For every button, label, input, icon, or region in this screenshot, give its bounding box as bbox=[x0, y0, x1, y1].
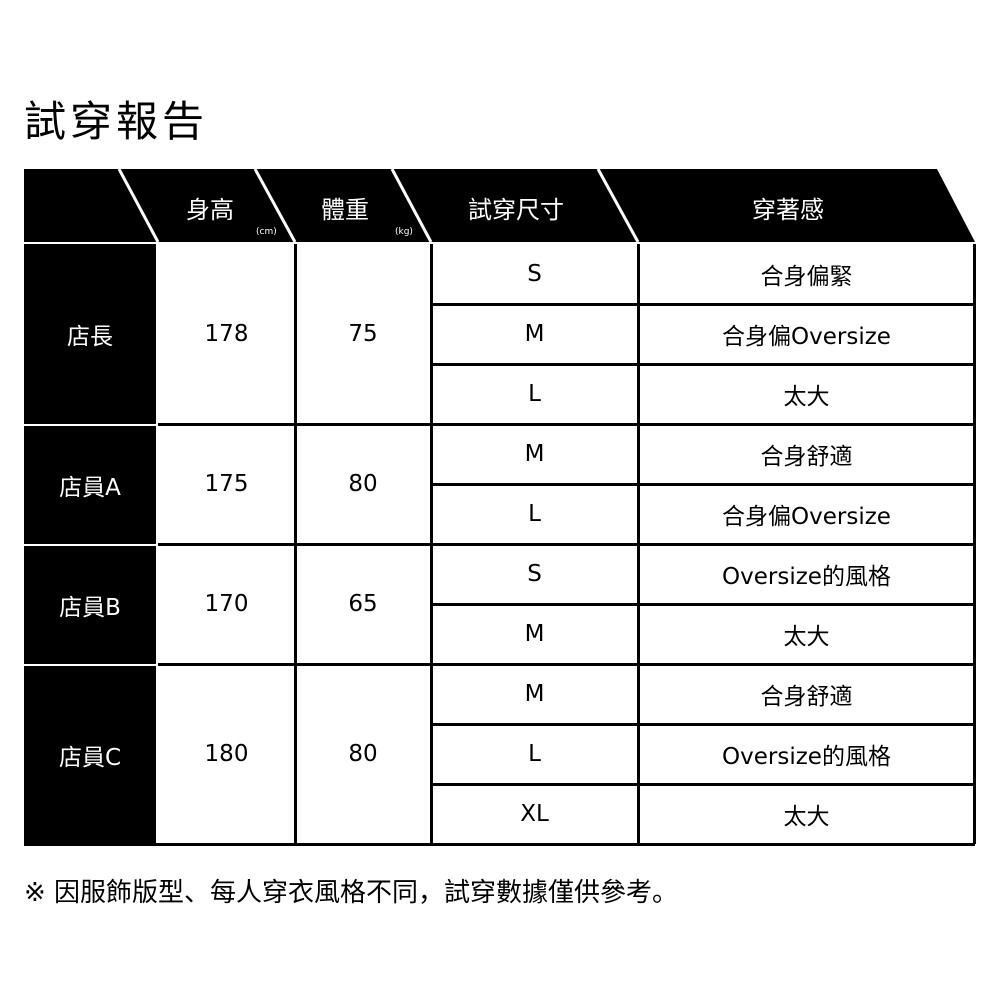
header-divider bbox=[253, 168, 297, 243]
try-size: M bbox=[524, 321, 545, 347]
staff-height: 180 bbox=[204, 741, 249, 767]
try-size: S bbox=[527, 561, 542, 587]
header-fit: 穿著感 bbox=[752, 196, 824, 224]
table-header-background bbox=[24, 168, 975, 243]
disclaimer-note: ※ 因服飾版型、每人穿衣風格不同，試穿數據僅供參考。 bbox=[24, 878, 679, 908]
group-divider bbox=[158, 543, 975, 546]
staff-weight: 65 bbox=[348, 591, 378, 617]
try-size: XL bbox=[520, 801, 549, 827]
try-size: M bbox=[524, 441, 545, 467]
staff-name: 店員C bbox=[24, 666, 156, 844]
header-divider bbox=[596, 168, 640, 243]
try-fit: 太大 bbox=[783, 384, 830, 410]
table-right-border bbox=[973, 244, 976, 844]
staff-name: 店員B bbox=[24, 546, 156, 664]
try-size: M bbox=[524, 621, 545, 647]
column-divider bbox=[637, 244, 640, 844]
header-weight-unit: (kg) bbox=[395, 227, 413, 237]
try-size: L bbox=[528, 741, 541, 767]
try-fit: Oversize的風格 bbox=[722, 744, 891, 770]
try-fit: 合身偏緊 bbox=[760, 264, 853, 290]
try-size: M bbox=[524, 681, 545, 707]
row-divider bbox=[431, 783, 975, 786]
try-fit: 合身偏Oversize bbox=[722, 504, 891, 530]
header-divider bbox=[117, 168, 160, 243]
page-title: 試穿報告 bbox=[24, 97, 209, 146]
row-divider bbox=[431, 363, 975, 366]
try-size: S bbox=[527, 261, 542, 287]
column-divider bbox=[430, 244, 433, 844]
header-weight: 體重 bbox=[321, 196, 369, 224]
table-bottom-border bbox=[24, 843, 975, 846]
row-divider bbox=[431, 723, 975, 726]
group-divider bbox=[158, 663, 975, 666]
row-divider bbox=[431, 303, 975, 306]
header-size: 試穿尺寸 bbox=[468, 196, 564, 224]
try-size: L bbox=[528, 381, 541, 407]
try-fit: 合身舒適 bbox=[760, 684, 853, 710]
header-height-unit: (cm) bbox=[256, 227, 277, 237]
staff-weight: 75 bbox=[348, 321, 378, 347]
column-divider bbox=[294, 244, 297, 844]
header-bar bbox=[24, 169, 975, 242]
staff-height: 178 bbox=[204, 321, 249, 347]
header-height: 身高 bbox=[186, 196, 234, 224]
row-divider bbox=[431, 483, 975, 486]
try-fit: 太大 bbox=[783, 624, 830, 650]
staff-height: 170 bbox=[204, 591, 249, 617]
row-divider bbox=[431, 603, 975, 606]
group-divider bbox=[158, 423, 975, 426]
try-size: L bbox=[528, 501, 541, 527]
staff-weight: 80 bbox=[348, 741, 378, 767]
staff-height: 175 bbox=[204, 471, 249, 497]
staff-weight: 80 bbox=[348, 471, 378, 497]
try-fit: 合身偏Oversize bbox=[722, 324, 891, 350]
try-fit: Oversize的風格 bbox=[722, 564, 891, 590]
try-fit: 合身舒適 bbox=[760, 444, 853, 470]
header-divider bbox=[390, 168, 433, 243]
staff-name: 店長 bbox=[24, 244, 156, 424]
try-fit: 太大 bbox=[783, 804, 830, 830]
staff-name: 店員A bbox=[24, 426, 156, 544]
